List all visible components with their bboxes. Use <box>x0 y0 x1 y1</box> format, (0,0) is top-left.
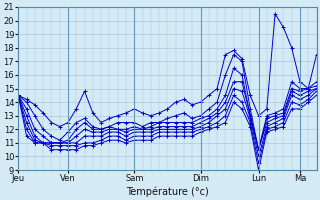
X-axis label: Température (°c): Température (°c) <box>126 186 209 197</box>
